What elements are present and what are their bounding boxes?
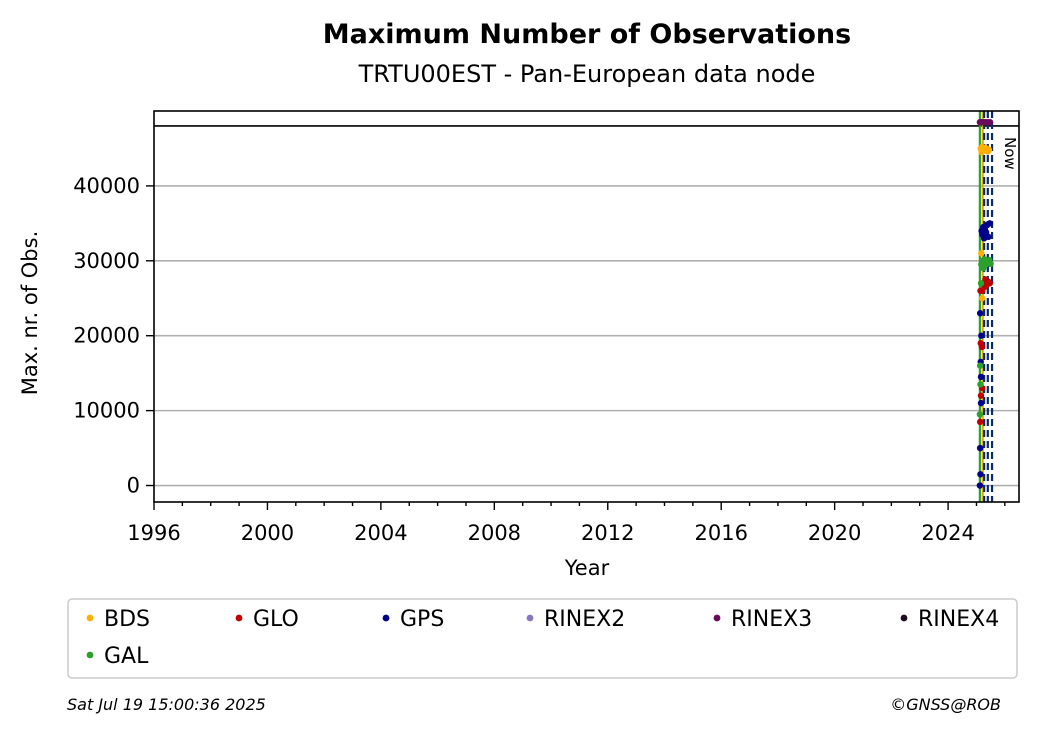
data-point-glo [977, 287, 984, 294]
data-point-gal [987, 260, 994, 268]
data-point-gps [978, 332, 985, 339]
legend: BDS GLO GPS RINEX2 RINEX3 RINEX4 GAL [67, 598, 1018, 679]
data-point-bds [978, 250, 985, 257]
data-point-bds [978, 295, 986, 302]
x-tick-label: 2016 [694, 521, 747, 545]
legend-marker-rinex3 [713, 614, 721, 622]
x-tick-label: 2004 [354, 521, 407, 545]
now-label: Now [1001, 137, 1019, 170]
y-axis-label: Max. nr. of Obs. [18, 231, 42, 396]
y-tick-label: 0 [127, 474, 140, 498]
chart-subtitle: TRTU00EST - Pan-European data node [358, 60, 816, 88]
legend-label-gal: GAL [104, 644, 149, 669]
legend-marker-rinex2 [526, 614, 534, 622]
data-point-gal [976, 411, 984, 418]
data-point-gal [976, 362, 984, 369]
legend-label-rinex3: RINEX3 [731, 607, 812, 632]
data-point-gps [976, 444, 984, 452]
x-axis-label: Year [564, 556, 610, 580]
data-point-glo [978, 343, 986, 351]
chart-title: Maximum Number of Observations [323, 19, 851, 50]
legend-marker-glo [235, 614, 243, 622]
x-tick-label: 2020 [808, 521, 861, 545]
x-tick-label: 2000 [241, 521, 294, 545]
data-point-gps [976, 482, 984, 489]
data-point-glo [986, 280, 993, 287]
data-point-gps [977, 373, 985, 381]
y-tick-label: 30000 [73, 249, 140, 273]
data-point-glo [977, 392, 985, 399]
legend-marker-gps [382, 614, 390, 622]
data-point-gps [976, 310, 984, 317]
y-tick-label: 10000 [73, 399, 140, 423]
data-point-gal [977, 381, 984, 388]
legend-label-bds: BDS [104, 607, 150, 632]
y-tick-label: 20000 [73, 324, 140, 348]
data-point-gps [977, 399, 985, 407]
data-point-gps [977, 471, 984, 478]
footer-credit: ©GNSS@ROB [890, 695, 1001, 714]
data-point-bds [985, 146, 993, 154]
legend-label-rinex4: RINEX4 [918, 607, 999, 632]
legend-marker-rinex4 [900, 614, 908, 622]
legend-label-gps: GPS [400, 607, 444, 632]
data-point-glo [976, 418, 984, 426]
legend-box [67, 598, 1018, 679]
legend-marker-bds [86, 614, 94, 622]
data-point-rinex3 [986, 119, 994, 126]
footer-timestamp: Sat Jul 19 15:00:36 2025 [67, 695, 266, 714]
x-tick-label: 2024 [921, 521, 974, 545]
plot-area: Now 1996 2000 2004 2008 2012 2016 2020 2024 0 1000… [73, 110, 1020, 545]
y-tick-label: 40000 [73, 174, 140, 198]
legend-marker-gal [86, 651, 94, 659]
legend-label-glo: GLO [253, 607, 299, 632]
data-point-gal [977, 280, 985, 287]
data-point-gps [986, 220, 993, 227]
data-point-gps [985, 233, 992, 241]
x-tick-label: 2012 [581, 521, 634, 545]
x-tick-label: 1996 [127, 521, 180, 545]
x-tick-label: 2008 [468, 521, 521, 545]
plot-frame [153, 110, 1020, 503]
legend-label-rinex2: RINEX2 [544, 607, 625, 632]
